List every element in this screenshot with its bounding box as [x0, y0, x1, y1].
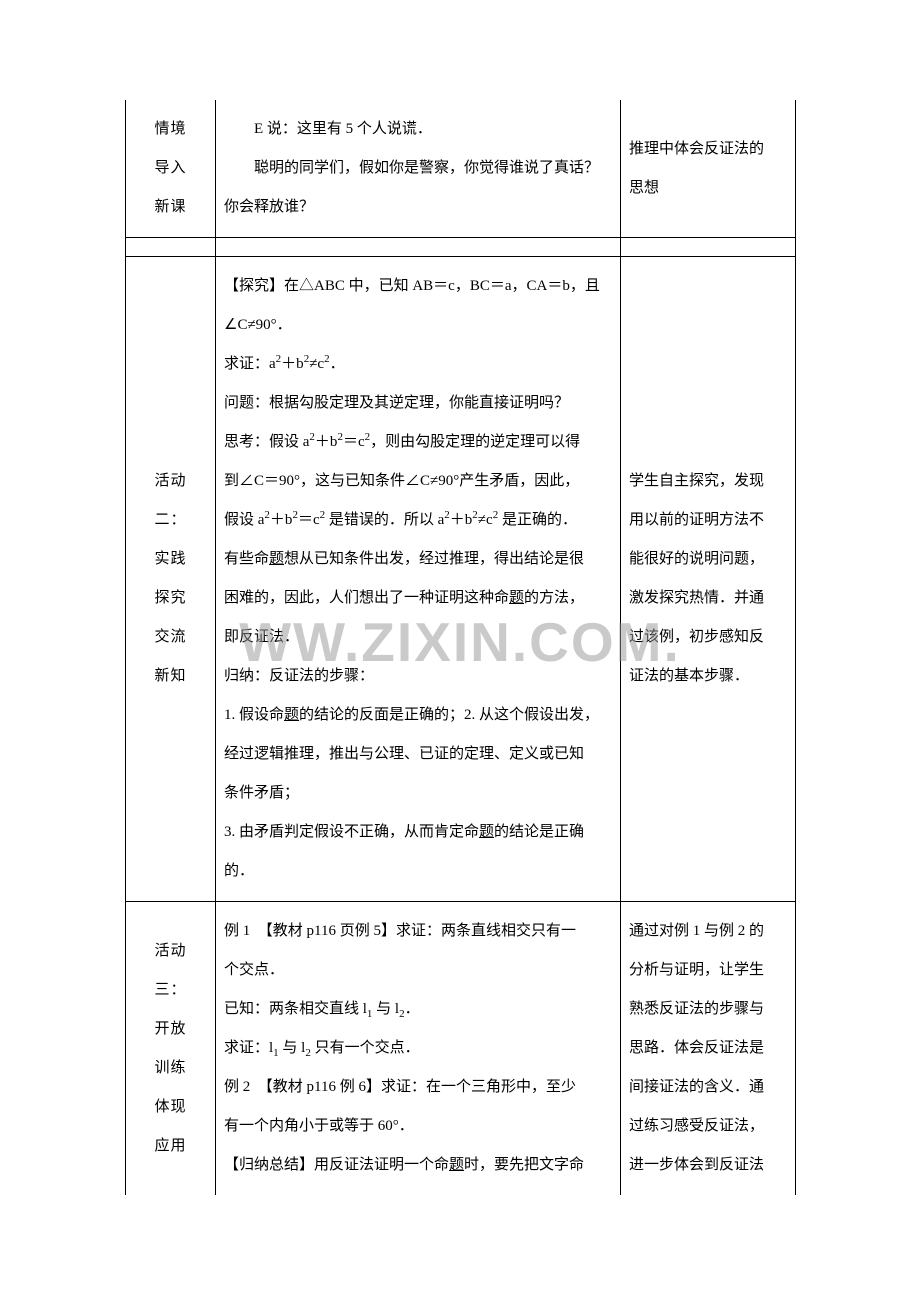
section-label: 活动 三： 开放 训练 体现 应用 [126, 902, 216, 1196]
content-cell: E 说：这里有 5 个人说谎． 聪明的同学们，假如你是警察，你觉得谁说了真话？ … [216, 100, 621, 238]
label-line: 交流 [134, 618, 207, 657]
text-line: 困难的，因此，人们想出了一种证明这种命题的方法， [224, 579, 612, 618]
text-line: 熟悉反证法的步骤与 [629, 990, 787, 1029]
text-line: 的． [224, 852, 612, 891]
text-line: 有些命题想从已知条件出发，经过推理，得出结论是很 [224, 540, 612, 579]
label-line: 实践 [134, 540, 207, 579]
text-line: 1. 假设命题的结论的反面是正确的；2. 从这个假设出发， [224, 696, 612, 735]
text-line: 【探究】在△ABC 中，已知 AB＝c，BC＝a，CA＝b，且 [224, 267, 612, 306]
text-line: 能很好的说明问题， [629, 540, 787, 579]
text-line: 问题：根据勾股定理及其逆定理，你能直接证明吗？ [224, 384, 612, 423]
table-row: 活动 三： 开放 训练 体现 应用 例 1 【教材 p116 页例 5】求证：两… [126, 902, 796, 1196]
text-line: 思路．体会反证法是 [629, 1029, 787, 1068]
label-line: 二： [134, 501, 207, 540]
text-line: 个交点． [224, 951, 612, 990]
text-line: 归纳：反证法的步骤： [224, 657, 612, 696]
text-line: 已知：两条相交直线 l1 与 l2． [224, 990, 612, 1029]
text-line: ∠C≠90°． [224, 306, 612, 345]
text-line: 例 2 【教材 p116 例 6】求证：在一个三角形中，至少 [224, 1068, 612, 1107]
label-line: 探究 [134, 579, 207, 618]
text-line: 求证：a2＋b2≠c2． [224, 345, 612, 384]
content-cell: 例 1 【教材 p116 页例 5】求证：两条直线相交只有一 个交点． 已知：两… [216, 902, 621, 1196]
table-row: 活动 二： 实践 探究 交流 新知 【探究】在△ABC 中，已知 AB＝c，BC… [126, 257, 796, 902]
label-line: 开放 [134, 1010, 207, 1049]
table-row [126, 238, 796, 257]
section-label: 情境 导入 新课 [126, 100, 216, 238]
label-line: 导入 [134, 149, 207, 188]
text-line: 用以前的证明方法不 [629, 501, 787, 540]
label-line: 训练 [134, 1049, 207, 1088]
text-line: 间接证法的含义．通 [629, 1068, 787, 1107]
text-line: 假设 a2＋b2＝c2 是错误的．所以 a2＋b2≠c2 是正确的． [224, 501, 612, 540]
text-line: 思想 [629, 169, 787, 208]
text-line: 求证：l1 与 l2 只有一个交点． [224, 1029, 612, 1068]
text-line: 分析与证明，让学生 [629, 951, 787, 990]
note-cell: 学生自主探究，发现 用以前的证明方法不 能很好的说明问题， 激发探究热情．并通 … [621, 257, 796, 902]
text-line: E 说：这里有 5 个人说谎． [224, 110, 612, 149]
lesson-table: 情境 导入 新课 E 说：这里有 5 个人说谎． 聪明的同学们，假如你是警察，你… [125, 100, 796, 1195]
label-line: 活动 [134, 462, 207, 501]
text-line: 例 1 【教材 p116 页例 5】求证：两条直线相交只有一 [224, 912, 612, 951]
content-cell: 【探究】在△ABC 中，已知 AB＝c，BC＝a，CA＝b，且 ∠C≠90°． … [216, 257, 621, 902]
section-label: 活动 二： 实践 探究 交流 新知 [126, 257, 216, 902]
text-line: 经过逻辑推理，推出与公理、已证的定理、定义或已知 [224, 735, 612, 774]
text-line: 到∠C＝90°，这与已知条件∠C≠90°产生矛盾，因此， [224, 462, 612, 501]
text-line: 激发探究热情．并通 [629, 579, 787, 618]
label-line: 体现 [134, 1088, 207, 1127]
label-line: 三： [134, 971, 207, 1010]
label-line: 应用 [134, 1127, 207, 1166]
text-line: 3. 由矛盾判定假设不正确，从而肯定命题的结论是正确 [224, 813, 612, 852]
note-cell: 推理中体会反证法的 思想 [621, 100, 796, 238]
text-line: 学生自主探究，发现 [629, 462, 787, 501]
text-line: 证法的基本步骤． [629, 657, 787, 696]
text-line: 条件矛盾； [224, 774, 612, 813]
text-line: 通过对例 1 与例 2 的 [629, 912, 787, 951]
label-line: 活动 [134, 932, 207, 971]
text-line: 进一步体会到反证法 [629, 1146, 787, 1185]
text-line: 你会释放谁？ [224, 188, 612, 227]
spacer-cell [216, 238, 621, 257]
label-line: 情境 [134, 110, 207, 149]
text-line: 【归纳总结】用反证法证明一个命题时，要先把文字命 [224, 1146, 612, 1185]
text-line: 有一个内角小于或等于 60°． [224, 1107, 612, 1146]
spacer-cell [126, 238, 216, 257]
text-line: 聪明的同学们，假如你是警察，你觉得谁说了真话？ [224, 149, 612, 188]
spacer-cell [621, 238, 796, 257]
text-line: 思考：假设 a2＋b2＝c2，则由勾股定理的逆定理可以得 [224, 423, 612, 462]
text-line: 即反证法． [224, 618, 612, 657]
text-line: 过练习感受反证法， [629, 1107, 787, 1146]
label-line: 新知 [134, 657, 207, 696]
table-row: 情境 导入 新课 E 说：这里有 5 个人说谎． 聪明的同学们，假如你是警察，你… [126, 100, 796, 238]
text-line: 过该例，初步感知反 [629, 618, 787, 657]
text-line: 推理中体会反证法的 [629, 130, 787, 169]
label-line: 新课 [134, 188, 207, 227]
note-cell: 通过对例 1 与例 2 的 分析与证明，让学生 熟悉反证法的步骤与 思路．体会反… [621, 902, 796, 1196]
